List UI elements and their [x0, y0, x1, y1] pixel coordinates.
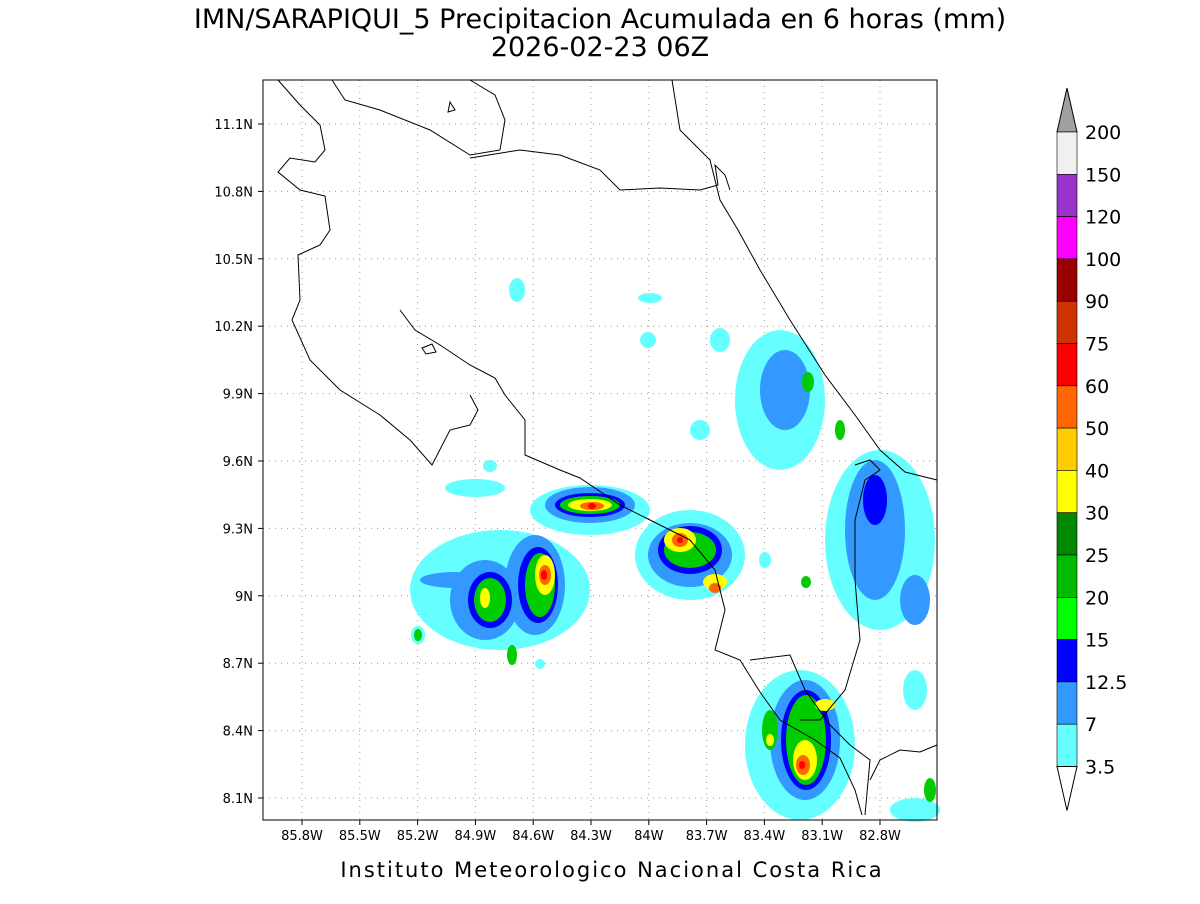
lat-label: 8.7N [223, 657, 253, 672]
lat-label: 10.5N [214, 253, 253, 268]
colorbar-label: 50 [1085, 418, 1109, 440]
lon-label: 83.7W [686, 829, 728, 844]
lat-label: 9N [235, 590, 253, 605]
colorbar-label: 90 [1085, 291, 1109, 313]
lat-label: 8.4N [223, 725, 253, 740]
title: IMN/SARAPIQUI_5 Precipitacion Acumulada … [194, 4, 1006, 35]
colorbar-segment [1056, 427, 1078, 471]
lat-label: 10.2N [214, 320, 253, 335]
lon-label: 83.1W [801, 829, 843, 844]
colorbar-segment [1056, 681, 1078, 725]
lon-label: 85.8W [281, 829, 323, 844]
colorbar-segment [1056, 300, 1078, 344]
colorbar-segment [1056, 470, 1078, 513]
lon-label: 82.8W [859, 829, 901, 844]
lat-label: 11.1N [214, 118, 253, 133]
colorbar-label: 3.5 [1085, 757, 1115, 779]
colorbar-segment [1056, 596, 1078, 640]
lat-label: 9.6N [223, 455, 253, 470]
colorbar-label: 30 [1085, 503, 1109, 525]
colorbar-segment [1056, 639, 1078, 683]
precipitation [410, 278, 940, 822]
colorbar-segment [1056, 174, 1078, 217]
colorbar-label: 7 [1085, 714, 1097, 736]
colorbar-segment [1056, 258, 1078, 302]
colorbar-segment [1056, 343, 1078, 387]
lon-label: 84.9W [454, 829, 496, 844]
lon-label: 85.2W [397, 829, 439, 844]
lon-label: 84.3W [570, 829, 612, 844]
lon-label: 84.6W [512, 829, 554, 844]
colorbar-bottom-arrow [1056, 766, 1078, 811]
lat-label: 10.8N [214, 185, 253, 200]
lat-label: 9.9N [223, 388, 253, 403]
colorbar-segment [1056, 554, 1078, 598]
colorbar-label: 75 [1085, 334, 1109, 356]
colorbar-segment [1056, 385, 1078, 429]
colorbar-segment [1056, 131, 1078, 175]
colorbar-label: 15 [1085, 630, 1109, 652]
colorbar: 200 150 120 100 90 75 60 50 40 30 25 20 15 12.5 7 3.5 [1056, 87, 1127, 811]
colorbar-label: 40 [1085, 460, 1109, 482]
subtitle: 2026-02-23 06Z [491, 32, 709, 63]
lon-label: 85.5W [339, 829, 381, 844]
lon-label: 84W [634, 829, 664, 844]
lat-label: 9.3N [223, 522, 253, 537]
coastlines [277, 79, 938, 816]
colorbar-label: 20 [1085, 587, 1109, 609]
colorbar-label: 60 [1085, 376, 1109, 398]
colorbar-label: 25 [1085, 545, 1109, 567]
colorbar-label: 200 [1085, 122, 1121, 144]
colorbar-label: 120 [1085, 207, 1121, 229]
colorbar-segment [1056, 723, 1078, 767]
lat-label: 8.1N [223, 792, 253, 807]
colorbar-top-arrow [1056, 87, 1078, 133]
colorbar-label: 150 [1085, 164, 1121, 186]
colorbar-label: 100 [1085, 249, 1121, 271]
colorbar-segment [1056, 216, 1078, 260]
footer: Instituto Meteorologico Nacional Costa R… [340, 858, 883, 882]
colorbar-segment [1056, 512, 1078, 556]
lon-label: 83.4W [743, 829, 785, 844]
map-frame [262, 79, 938, 821]
colorbar-label: 12.5 [1085, 672, 1127, 694]
